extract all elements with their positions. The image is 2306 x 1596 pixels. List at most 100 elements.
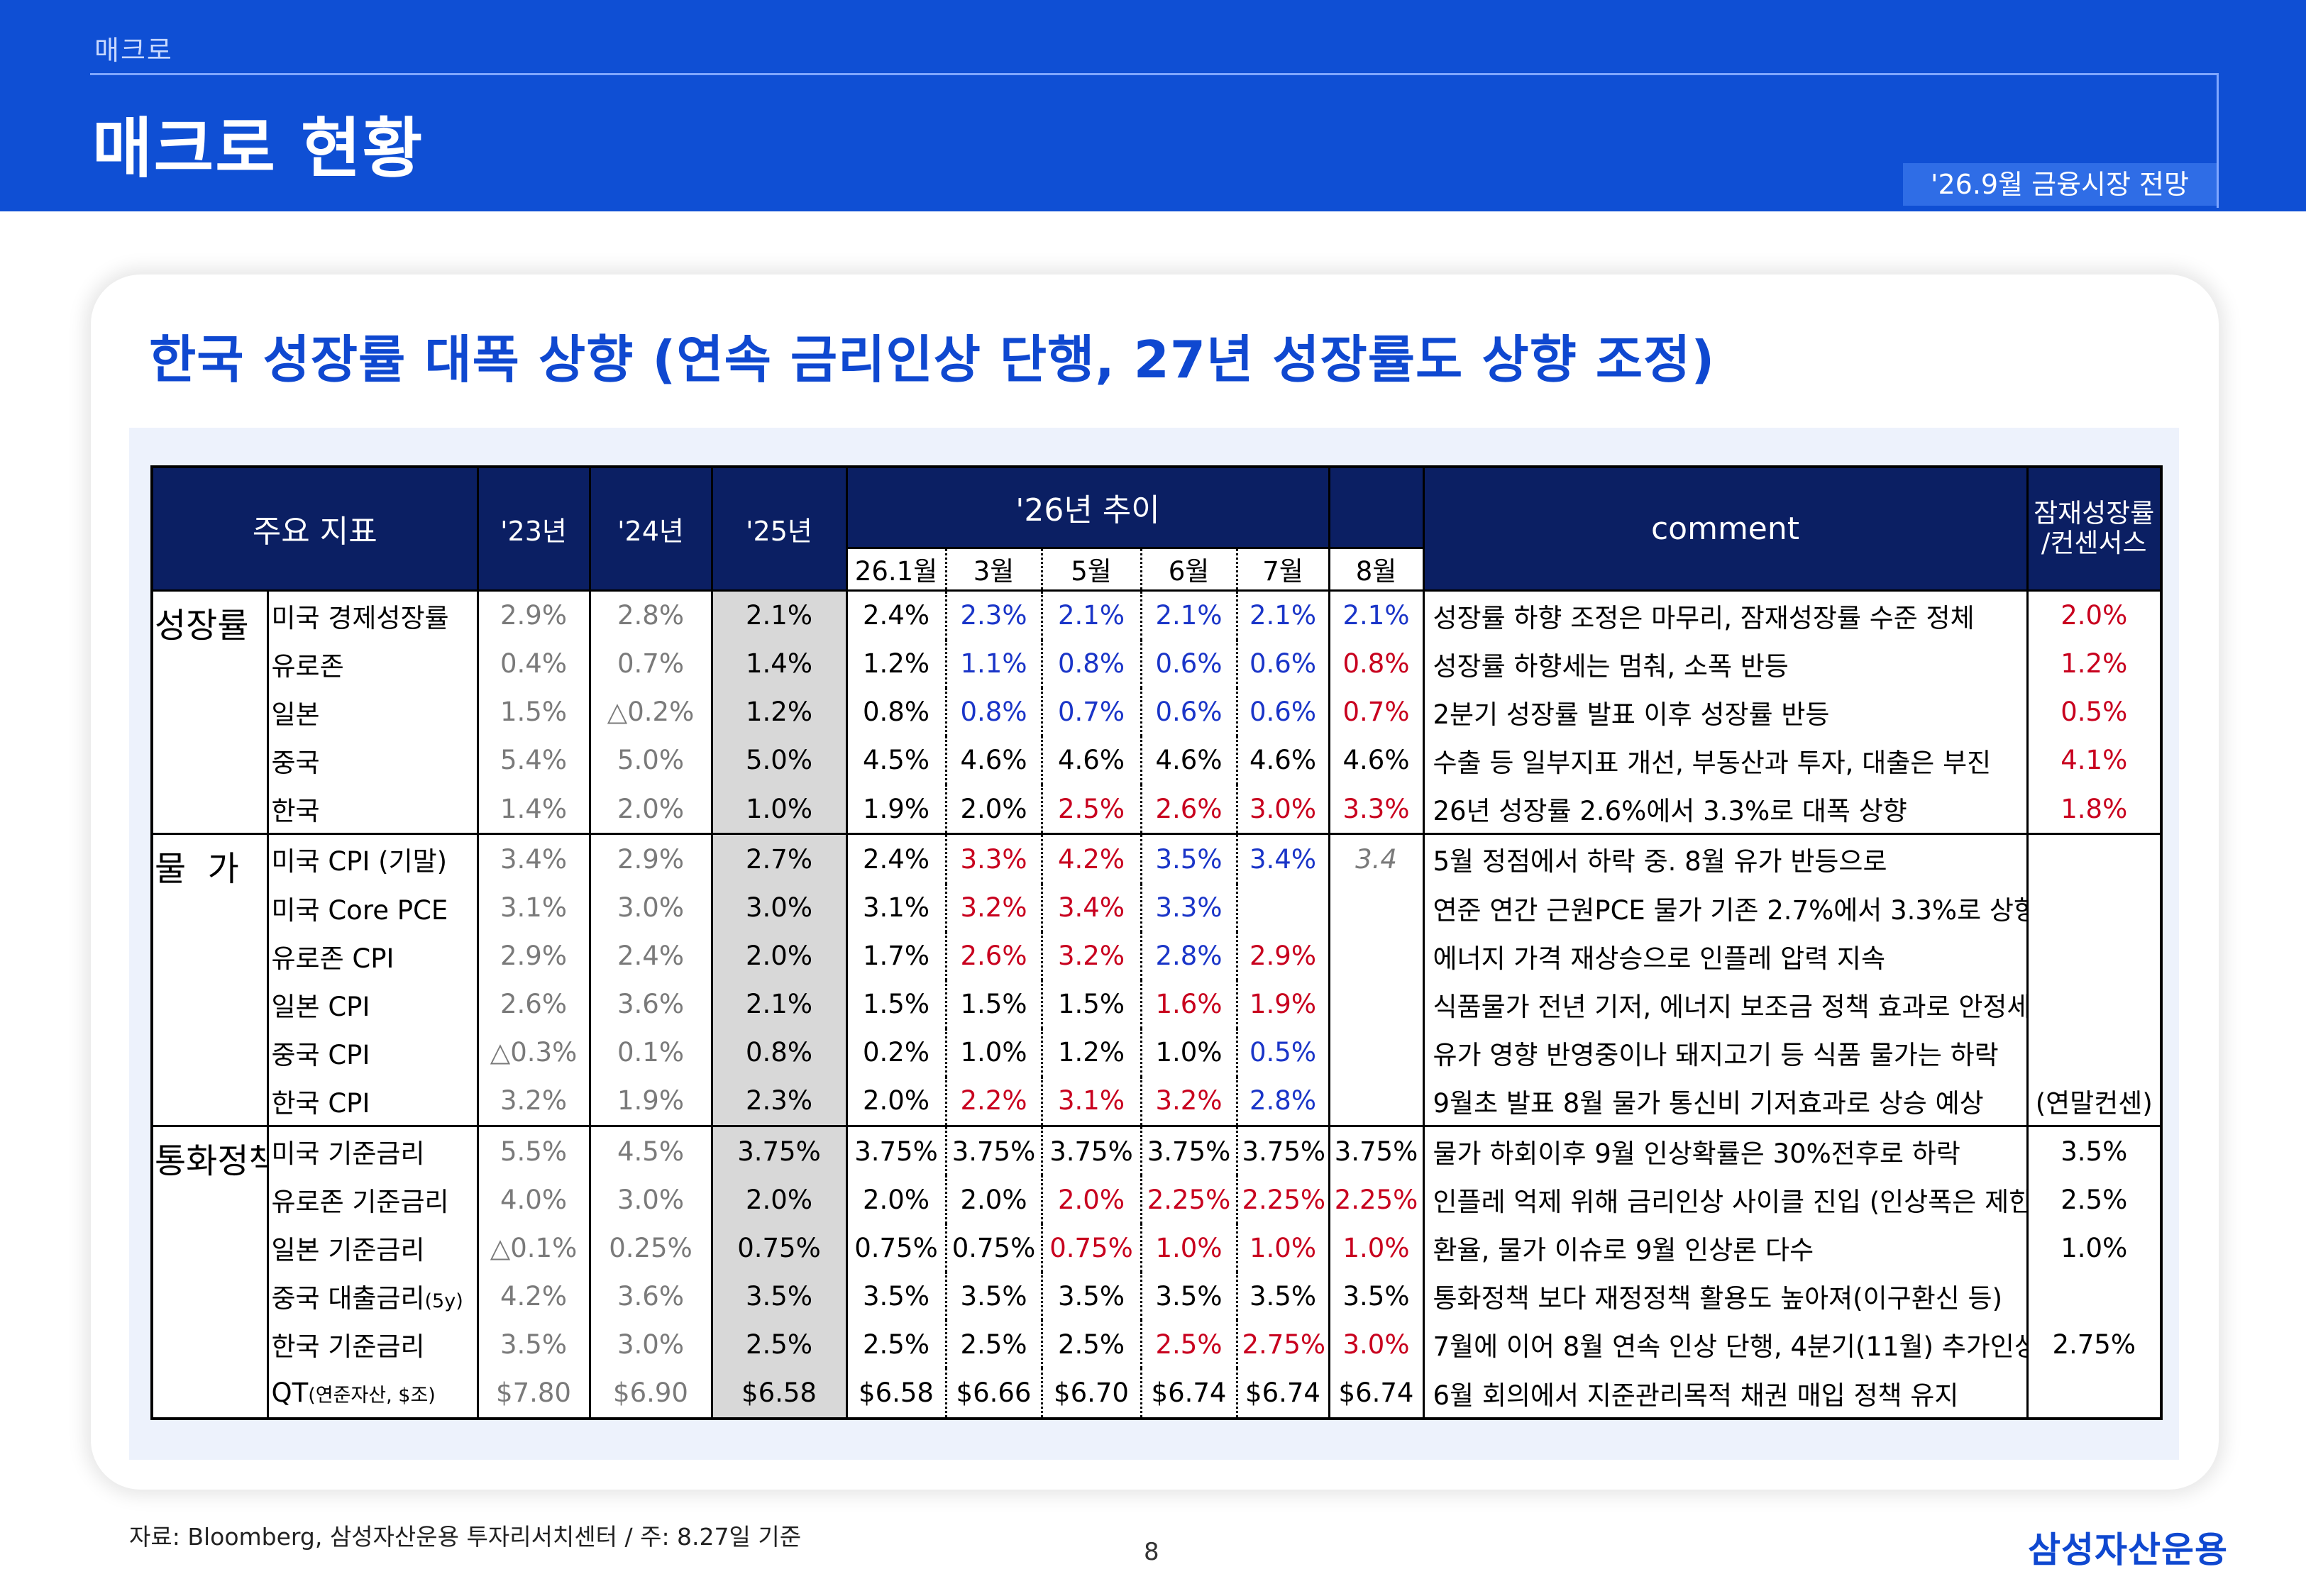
headline: 한국 성장률 대폭 상향 (연속 금리인상 단행, 27년 성장률도 상향 조정… [149,330,1716,389]
value-month: 0.6% [1237,639,1330,688]
header-2026-trend: '26년 추이 [846,467,1330,548]
header-divider-vertical [2217,73,2219,208]
value-month: 2.8% [1141,931,1238,980]
value-2025: 0.8% [712,1028,848,1077]
indicator-name: 미국 Core PCE [267,883,479,932]
value-2025: 2.5% [712,1320,848,1369]
value-month: 3.75% [1141,1125,1238,1176]
value-month: 3.5% [1042,1272,1142,1321]
value-month: 3.75% [1237,1125,1330,1176]
table-row: 중국 CPI △0.3% 0.1% 0.8% 0.2% 1.0% 1.2% 1.0% 0.5% 유… [152,1028,2161,1077]
value-2024: 0.25% [590,1224,713,1273]
value-month: 3.5% [1237,1272,1330,1321]
report-tag: '26.9월 금융시장 전망 [1903,163,2217,206]
header-2025: '25년 [712,467,848,590]
table-row: 한국 CPI 3.2% 1.9% 2.3% 2.0% 2.2% 3.1% 3.2% 2.8% 9월… [152,1076,2161,1126]
value-2024: 2.0% [590,784,713,834]
header-month: 6월 [1141,546,1238,590]
table-row: 유로존 기준금리 4.0% 3.0% 2.0% 2.0% 2.0% 2.0% 2.25% 2.2… [152,1175,2161,1224]
value-month: 3.75% [846,1125,947,1176]
indicator-label: 중국 CPI [271,1039,370,1070]
page-title: 매크로 현황 [92,111,424,187]
table-row: 한국 1.4% 2.0% 1.0% 1.9% 2.0% 2.5% 2.6% 3.0% 3.3% 26… [152,784,2161,834]
value-2025: 2.0% [712,1175,848,1224]
comment-cell: 26년 성장률 2.6%에서 3.3%로 대폭 상향 [1423,784,2029,834]
indicator-label: 한국 기준금리 [271,1331,425,1363]
value-month: 2.0% [946,1175,1043,1224]
header-month: 8월 [1329,546,1425,590]
value-2023: $7.80 [478,1368,591,1419]
comment-cell: 물가 하회이후 9월 인상확률은 30%전후로 하락 [1423,1125,2029,1176]
comment-cell: 성장률 하향 조정은 마무리, 잠재성장률 수준 정체 [1423,589,2029,640]
value-2023: 3.2% [478,1076,591,1126]
potential-growth-cell: 0.5% [2060,697,2128,728]
value-month: 1.0% [1237,1224,1330,1273]
value-month [1329,1028,1425,1077]
value-month: 3.4 [1329,833,1425,884]
indicator-label: 미국 Core PCE [271,894,448,926]
value-month: 0.8% [946,687,1043,736]
value-2025: 2.1% [712,980,848,1029]
value-month: 0.75% [1042,1224,1142,1273]
header-blank [1329,467,1425,548]
comment-cell: 유가 영향 반영중이나 돼지고기 등 식품 물가는 하락 [1423,1028,2029,1077]
indicator-label: 유로존 [271,650,344,682]
value-2023: △0.1% [478,1224,591,1273]
potential-growth-cell: 4.1% [2060,745,2128,776]
table-row: QT(연준자산, $조) $7.80 $6.90 $6.58 $6.58 $6.66 $6.… [152,1368,2161,1419]
value-2025: 0.75% [712,1224,848,1273]
value-month: 1.6% [1141,980,1238,1029]
indicator-name: 유로존 [267,639,479,688]
indicator-name: 일본 기준금리 [267,1224,479,1273]
value-month: 3.3% [946,833,1043,884]
value-month: 0.2% [846,1028,947,1077]
indicator-label: 미국 경제성장률 [271,602,449,633]
value-2024: 3.6% [590,980,713,1029]
indicator-label: 유로존 기준금리 [271,1187,449,1218]
value-month: 3.75% [1329,1125,1425,1176]
value-2024: 3.6% [590,1272,713,1321]
value-month: 2.0% [1042,1175,1142,1224]
value-2025: 2.3% [712,1076,848,1126]
value-month: 0.75% [946,1224,1043,1273]
indicator-label: 유로존 CPI [271,943,395,974]
value-month: 4.6% [1237,736,1330,785]
indicator-note: (5y) [424,1290,463,1313]
indicator-name: 한국 [267,784,479,834]
value-month: 2.75% [1237,1320,1330,1369]
value-month: 2.9% [1237,931,1330,980]
category-label: 통화정책 [152,1125,269,1419]
value-month: 0.6% [1141,639,1238,688]
value-month: 1.5% [1042,980,1142,1029]
header-month: 7월 [1237,546,1330,590]
value-month: $6.74 [1329,1368,1425,1419]
value-2023: 5.5% [478,1125,591,1176]
comment-cell: 9월초 발표 8월 물가 통신비 기저효과로 상승 예상 [1423,1076,2029,1126]
value-2024: 2.4% [590,931,713,980]
table-row: 한국 기준금리 3.5% 3.0% 2.5% 2.5% 2.5% 2.5% 2.5% 2.75%… [152,1320,2161,1369]
comment-cell: 통화정책 보다 재정정책 활용도 높아져(이구환신 등) [1423,1272,2029,1321]
value-month: 0.75% [846,1224,947,1273]
value-2025: 5.0% [712,736,848,785]
value-month: 3.3% [1329,784,1425,834]
indicator-name: 중국 [267,736,479,785]
value-2023: 1.4% [478,784,591,834]
value-2023: 3.5% [478,1320,591,1369]
value-month: 3.1% [846,883,947,932]
table-row: 중국 5.4% 5.0% 5.0% 4.5% 4.6% 4.6% 4.6% 4.6% 4.6% 수출… [152,736,2161,785]
value-2023: 2.6% [478,980,591,1029]
source-note: 자료: Bloomberg, 삼성자산운용 투자리서치센터 / 주: 8.27일… [129,1523,802,1551]
comment-cell: 에너지 가격 재상승으로 인플레 압력 지속 [1423,931,2029,980]
comment-cell: 연준 연간 근원PCE 물가 기존 2.7%에서 3.3%로 상향 [1423,883,2029,932]
value-2024: $6.90 [590,1368,713,1419]
value-month: 0.6% [1141,687,1238,736]
value-month: 1.2% [1042,1028,1142,1077]
value-month: $6.66 [946,1368,1043,1419]
value-2023: 2.9% [478,589,591,640]
value-month: 0.7% [1329,687,1425,736]
value-month [1329,931,1425,980]
table-row: 성장률 미국 경제성장률 2.9% 2.8% 2.1% 2.4% 2.3% 2.1% 2.1% 2… [152,589,2161,834]
value-month: 3.75% [946,1125,1043,1176]
page-number: 8 [1144,1538,1159,1566]
potential-growth-cell [2027,932,2161,980]
